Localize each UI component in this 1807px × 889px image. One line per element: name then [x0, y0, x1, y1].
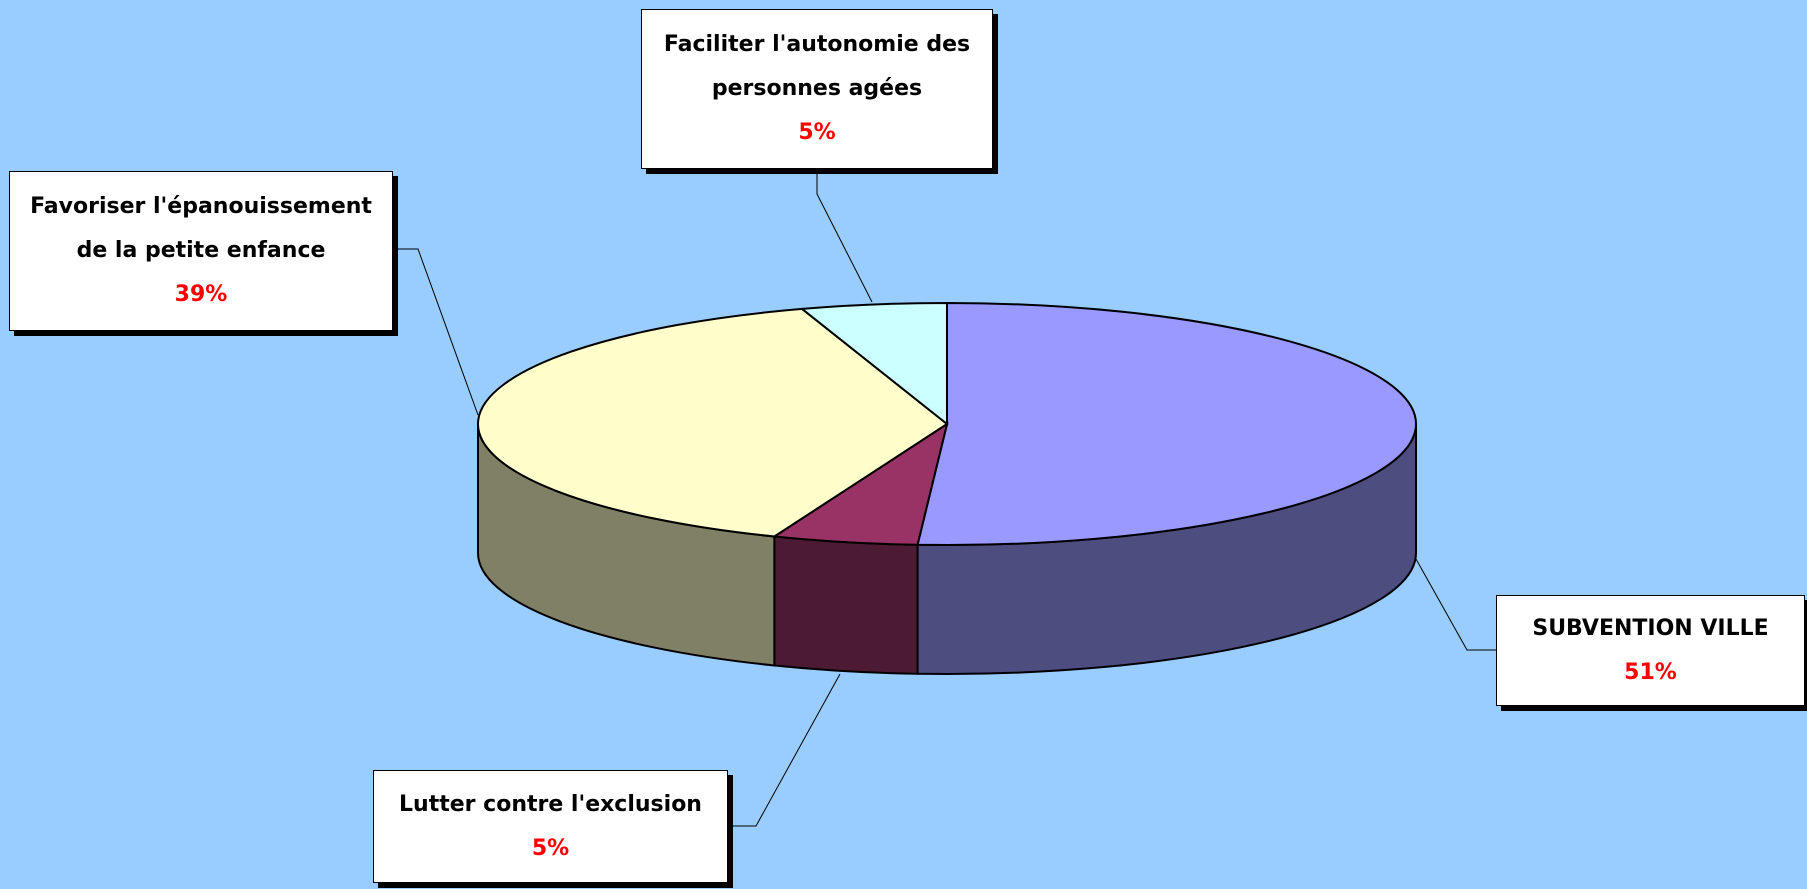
category-label: Faciliter l'autonomie des personnes agée… [663, 32, 971, 101]
category-label: Lutter contre l'exclusion [399, 791, 702, 817]
data-label-box: Favoriser l'épanouissement de la petite … [9, 171, 393, 331]
value-label: 39% [174, 282, 228, 307]
slice [799, 301, 948, 427]
value-label: 5% [798, 120, 836, 145]
data-label-box: Faciliter l'autonomie des personnes agée… [641, 9, 993, 169]
leader-line [393, 248, 479, 416]
leader-line [816, 169, 873, 303]
slice-side [773, 535, 919, 675]
leader-line [1415, 558, 1496, 651]
category-label: SUBVENTION VILLE [1532, 615, 1769, 641]
leader-line [728, 673, 841, 827]
value-label: 51% [1624, 659, 1677, 685]
data-label-box: SUBVENTION VILLE 51% [1496, 595, 1805, 706]
slice [916, 301, 1418, 546]
slice [477, 307, 949, 538]
slice [771, 421, 949, 546]
data-label-box: Lutter contre l'exclusion 5% [373, 770, 728, 883]
value-label: 5% [531, 835, 570, 861]
category-label: Favoriser l'épanouissement de la petite … [30, 194, 372, 263]
